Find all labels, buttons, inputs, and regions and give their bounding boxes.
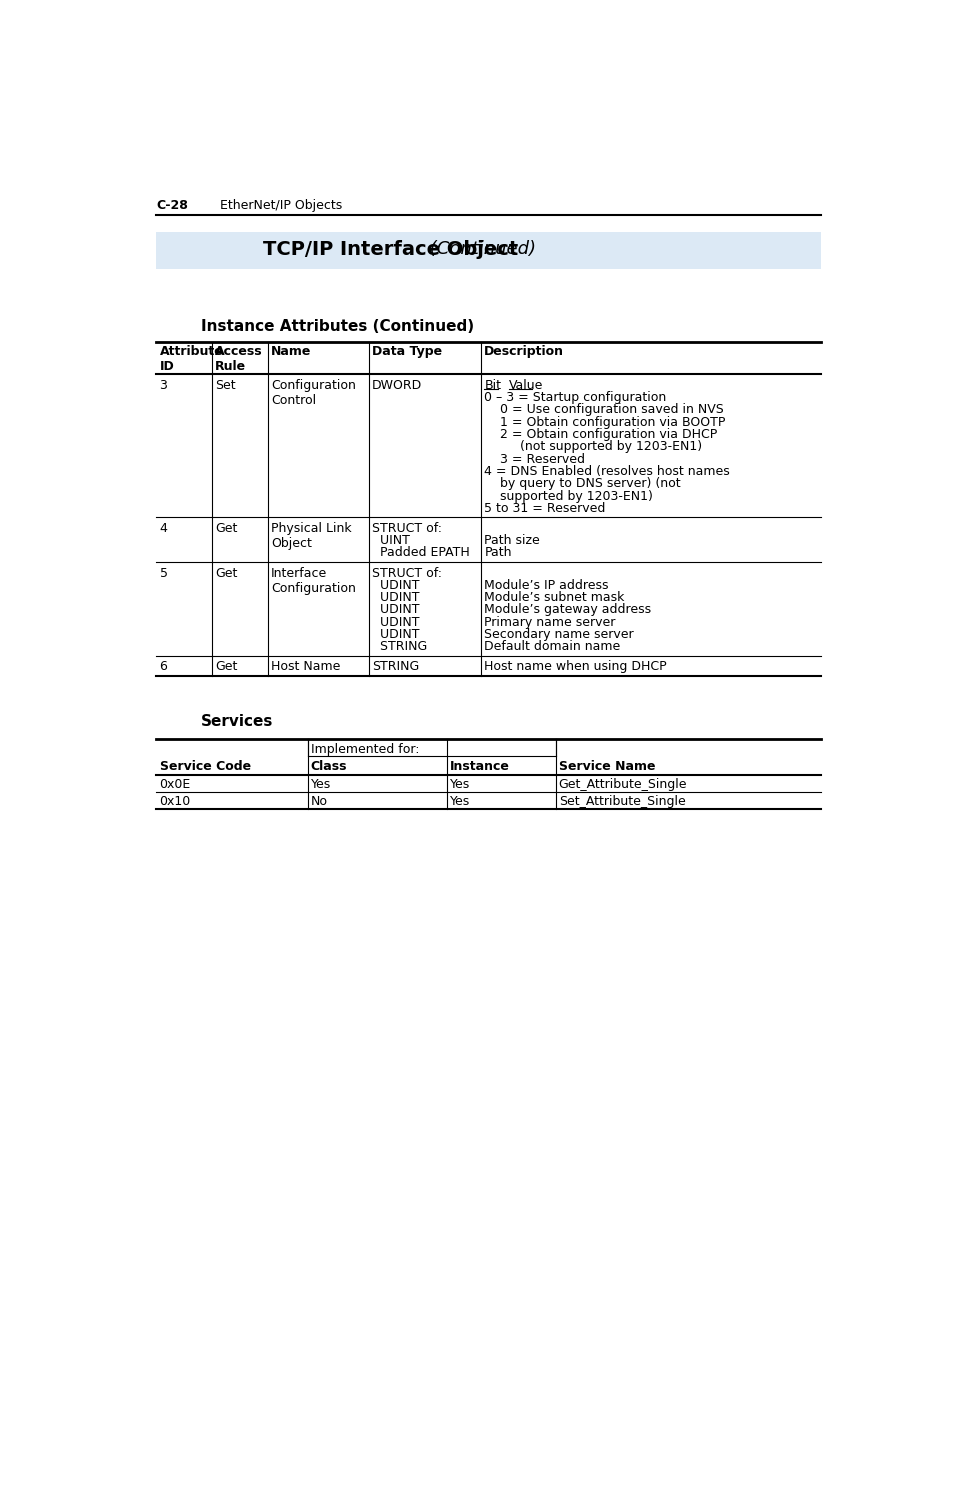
Text: Set: Set: [215, 379, 235, 391]
Text: Name: Name: [271, 345, 312, 358]
Text: 0 = Use configuration saved in NVS: 0 = Use configuration saved in NVS: [484, 403, 723, 416]
Text: STRING: STRING: [372, 641, 427, 653]
Text: (not supported by 1203-EN1): (not supported by 1203-EN1): [484, 440, 701, 454]
Text: Get_Attribute_Single: Get_Attribute_Single: [558, 778, 686, 791]
Text: Configuration
Control: Configuration Control: [271, 379, 355, 406]
Text: Padded EPATH: Padded EPATH: [372, 547, 469, 559]
Text: Yes: Yes: [450, 796, 470, 809]
Text: Description: Description: [484, 345, 563, 358]
Text: Secondary name server: Secondary name server: [484, 628, 633, 641]
Text: Primary name server: Primary name server: [484, 616, 615, 629]
Text: Value: Value: [509, 379, 543, 391]
Text: UDINT: UDINT: [372, 578, 419, 592]
Text: UDINT: UDINT: [372, 616, 419, 629]
Text: Access
Rule: Access Rule: [215, 345, 263, 373]
Text: Module’s gateway address: Module’s gateway address: [484, 604, 651, 617]
Text: Yes: Yes: [450, 778, 470, 791]
Text: 5 to 31 = Reserved: 5 to 31 = Reserved: [484, 501, 605, 515]
Text: by query to DNS server) (not: by query to DNS server) (not: [484, 477, 680, 491]
Text: 5: 5: [159, 567, 168, 580]
Text: Services: Services: [200, 714, 273, 729]
Text: Module’s IP address: Module’s IP address: [484, 578, 608, 592]
Text: STRING: STRING: [372, 660, 418, 672]
Text: UDINT: UDINT: [372, 604, 419, 617]
Text: Get: Get: [215, 522, 237, 535]
Text: (Continued): (Continued): [423, 241, 536, 259]
Text: Data Type: Data Type: [372, 345, 441, 358]
Text: Default domain name: Default domain name: [484, 641, 619, 653]
Text: 4 = DNS Enabled (resolves host names: 4 = DNS Enabled (resolves host names: [484, 465, 729, 477]
Text: Path: Path: [484, 547, 511, 559]
Text: 0x0E: 0x0E: [159, 778, 191, 791]
Text: STRUCT of:: STRUCT of:: [372, 522, 441, 535]
Text: Attribute
ID: Attribute ID: [159, 345, 223, 373]
Text: 3: 3: [159, 379, 167, 391]
Text: 0x10: 0x10: [159, 796, 191, 809]
Text: Bit: Bit: [484, 379, 500, 391]
Text: 1 = Obtain configuration via BOOTP: 1 = Obtain configuration via BOOTP: [484, 415, 725, 428]
Text: Class: Class: [311, 760, 347, 773]
Text: Get: Get: [215, 660, 237, 672]
Text: Service Name: Service Name: [558, 760, 655, 773]
Text: Interface
Configuration: Interface Configuration: [271, 567, 355, 595]
Text: Get: Get: [215, 567, 237, 580]
Text: Module’s subnet mask: Module’s subnet mask: [484, 592, 624, 604]
Text: C-28: C-28: [156, 199, 188, 213]
Text: Path size: Path size: [484, 534, 539, 547]
Text: 2 = Obtain configuration via DHCP: 2 = Obtain configuration via DHCP: [484, 428, 717, 442]
Text: DWORD: DWORD: [372, 379, 422, 391]
Text: EtherNet/IP Objects: EtherNet/IP Objects: [220, 199, 342, 213]
Text: UINT: UINT: [372, 534, 410, 547]
Text: Set_Attribute_Single: Set_Attribute_Single: [558, 796, 684, 809]
Text: 6: 6: [159, 660, 167, 672]
Text: 4: 4: [159, 522, 167, 535]
Bar: [156, 232, 821, 269]
Text: No: No: [311, 796, 327, 809]
Text: UDINT: UDINT: [372, 628, 419, 641]
Text: Implemented for:: Implemented for:: [311, 744, 418, 755]
Text: Yes: Yes: [311, 778, 331, 791]
Text: 3 = Reserved: 3 = Reserved: [484, 452, 584, 465]
Text: Physical Link
Object: Physical Link Object: [271, 522, 352, 550]
Text: Host name when using DHCP: Host name when using DHCP: [484, 660, 666, 672]
Text: Host Name: Host Name: [271, 660, 340, 672]
Text: Instance Attributes (Continued): Instance Attributes (Continued): [200, 318, 474, 333]
Text: supported by 1203-EN1): supported by 1203-EN1): [484, 489, 653, 503]
Text: TCP/IP Interface Object: TCP/IP Interface Object: [262, 239, 517, 259]
Text: UDINT: UDINT: [372, 592, 419, 604]
Text: Instance: Instance: [450, 760, 510, 773]
Text: Service Code: Service Code: [159, 760, 251, 773]
Text: 0 – 3 = Startup configuration: 0 – 3 = Startup configuration: [484, 391, 666, 404]
Text: STRUCT of:: STRUCT of:: [372, 567, 441, 580]
